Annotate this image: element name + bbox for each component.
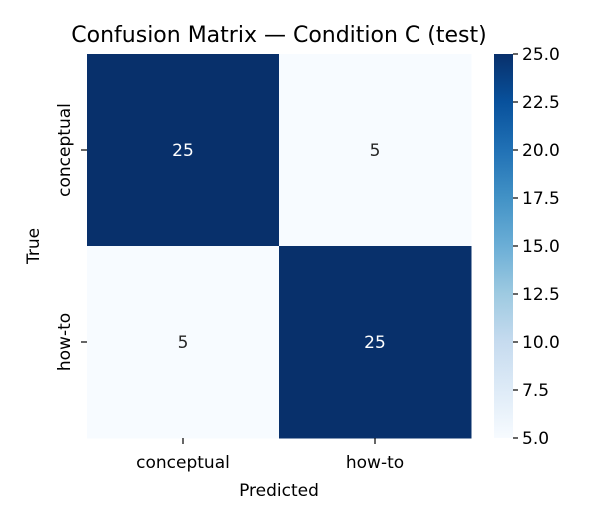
heatmap-cell [87, 54, 280, 247]
colorbar-tick-label: 20.0 [522, 141, 560, 161]
colorbar-tick-label: 7.5 [522, 381, 549, 401]
cell-annotation: 25 [172, 141, 194, 161]
x-tick-label: conceptual [136, 453, 230, 473]
colorbar-ticks: 5.0 7.5 10.0 12.5 15.0 17.5 20.0 22.5 25.0 [513, 45, 560, 449]
heatmap-cells [87, 54, 472, 439]
heatmap-annotations: 25 5 5 25 [172, 141, 386, 353]
x-tick-label: how-to [346, 453, 404, 473]
cell-annotation: 25 [364, 333, 386, 353]
heatmap-cell [279, 246, 472, 439]
cell-annotation: 5 [178, 333, 189, 353]
y-axis-ticks: conceptual how-to [55, 103, 87, 371]
colorbar-tick-label: 5.0 [522, 429, 549, 449]
x-axis-ticks: conceptual how-to [136, 438, 404, 473]
heatmap-cell [87, 246, 280, 439]
y-tick-label: how-to [55, 313, 75, 371]
chart-title: Confusion Matrix — Condition C (test) [71, 23, 486, 48]
y-axis-label: True [24, 228, 44, 265]
colorbar [494, 54, 513, 438]
x-axis-label: Predicted [239, 481, 319, 501]
colorbar-tick-label: 25.0 [522, 45, 560, 65]
cell-annotation: 5 [370, 141, 381, 161]
colorbar-tick-label: 22.5 [522, 93, 560, 113]
colorbar-tick-label: 10.0 [522, 333, 560, 353]
heatmap-cell [279, 54, 472, 247]
colorbar-tick-label: 15.0 [522, 237, 560, 257]
colorbar-tick-label: 12.5 [522, 285, 560, 305]
colorbar-tick-label: 17.5 [522, 189, 560, 209]
y-tick-label: conceptual [55, 103, 75, 197]
